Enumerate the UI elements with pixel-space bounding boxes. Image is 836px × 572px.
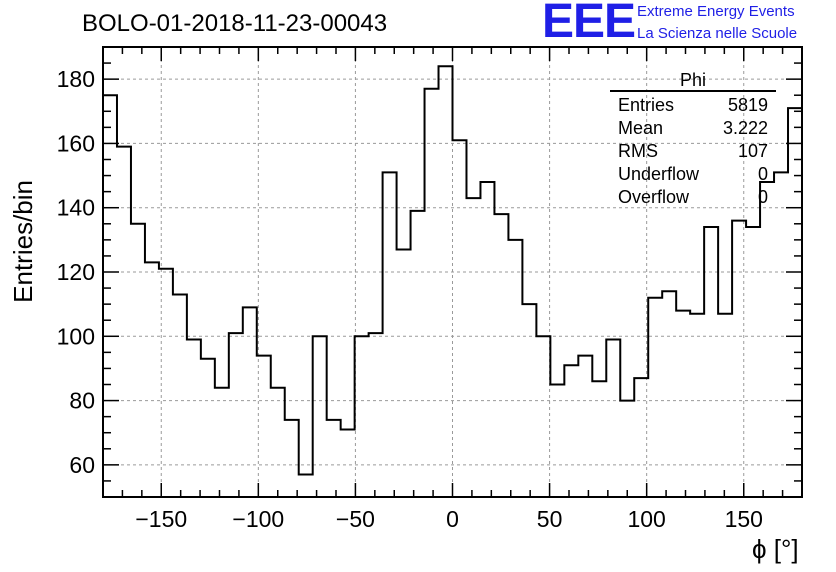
x-tick-label: 150 — [725, 506, 763, 532]
y-tick-label: 60 — [69, 452, 95, 478]
axis-ticks — [102, 46, 803, 498]
stats-row-underflow: Underflow 0 — [610, 163, 776, 186]
y-tick-label: 80 — [69, 388, 95, 414]
y-tick-label: 140 — [57, 195, 95, 221]
stats-row-rms: RMS 107 — [610, 140, 776, 163]
stats-value: 3.222 — [722, 118, 768, 138]
x-tick-label: 100 — [627, 506, 665, 532]
histogram-line — [103, 65, 802, 476]
plot-frame — [102, 46, 803, 498]
y-tick-label: 180 — [57, 66, 95, 92]
x-tick-labels: −150 −100 −50 0 50 100 150 — [135, 506, 763, 532]
stats-label: RMS — [618, 141, 658, 161]
x-tick-label: 0 — [446, 506, 459, 532]
stats-box: Phi Entries 5819 Mean 3.222 RMS 107 Unde… — [610, 70, 776, 209]
y-tick-label: 160 — [57, 130, 95, 156]
stats-row-entries: Entries 5819 — [610, 94, 776, 117]
plot-title: BOLO-01-2018-11-23-00043 — [82, 10, 388, 37]
y-tick-labels: 60 80 100 120 140 160 180 — [57, 66, 95, 478]
org-subtitle: La Scienza nelle Scuole — [637, 25, 798, 42]
stats-value: 0 — [757, 164, 768, 184]
stats-label: Underflow — [618, 164, 700, 184]
stats-row-mean: Mean 3.222 — [610, 117, 776, 140]
x-tick-label: −100 — [232, 506, 284, 532]
y-tick-label: 120 — [57, 259, 95, 285]
x-tick-label: 50 — [537, 506, 563, 532]
stats-label: Mean — [618, 118, 664, 138]
x-axis-label: ϕ [°] — [752, 534, 799, 564]
x-tick-label: −50 — [336, 506, 375, 532]
y-axis-label: Entries/bin — [8, 180, 38, 303]
y-tick-label: 100 — [57, 323, 95, 349]
stats-divider — [610, 90, 776, 92]
stats-row-overflow: Overflow 0 — [610, 186, 776, 209]
org-name: Extreme Energy Events — [637, 3, 795, 20]
stats-value: 0 — [757, 187, 768, 207]
stats-value: 107 — [737, 141, 768, 161]
eee-logo: EEE — [542, 0, 636, 48]
stats-label: Overflow — [618, 187, 690, 207]
x-tick-label: −150 — [135, 506, 187, 532]
stats-name: Phi — [679, 70, 706, 90]
stats-value: 5819 — [727, 95, 768, 115]
stats-label: Entries — [618, 95, 675, 115]
